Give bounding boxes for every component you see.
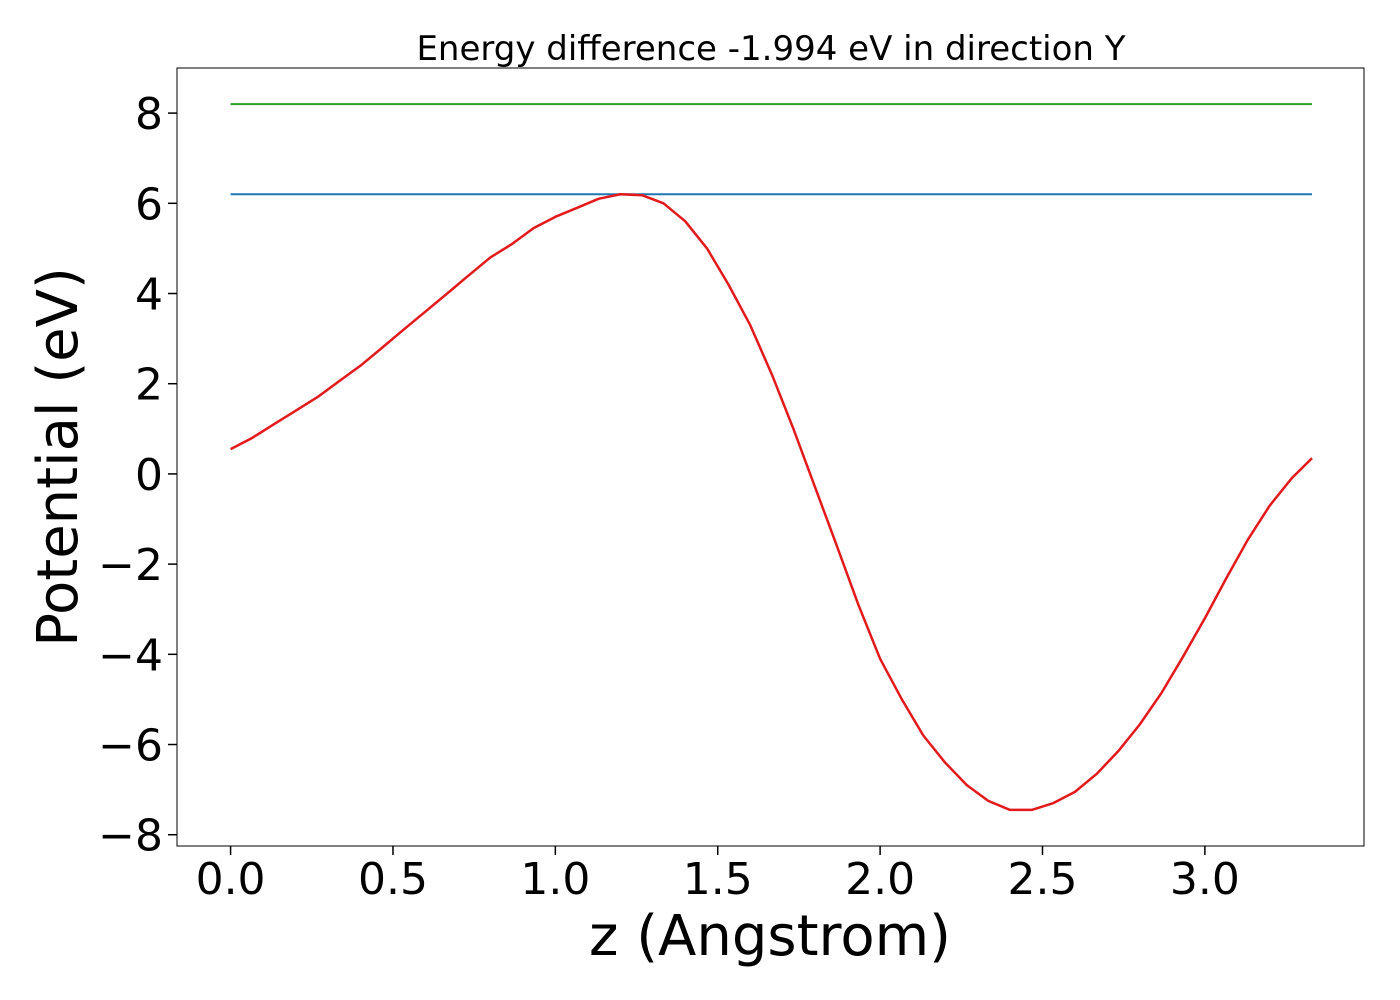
y-tick-label: −8 [98, 811, 163, 862]
y-tick-label: 8 [135, 89, 163, 140]
x-tick-label: 2.0 [845, 854, 915, 905]
chart-title: Energy difference -1.994 eV in direction… [416, 29, 1125, 69]
x-tick-label: 0.0 [196, 854, 266, 905]
y-tick-label: −4 [98, 630, 163, 681]
y-tick-label: −6 [98, 721, 163, 772]
y-tick-label: −2 [98, 540, 163, 591]
y-tick-label: 6 [135, 179, 163, 230]
plot-area [176, 67, 1365, 847]
y-axis-label: Potential (eV) [26, 267, 91, 647]
x-tick-label: 3.0 [1170, 854, 1240, 905]
series-layer [230, 103, 1313, 812]
x-axis-label: z (Angstrom) [589, 904, 951, 969]
x-tick-label: 1.0 [520, 854, 590, 905]
y-tick-label: 4 [135, 270, 163, 321]
x-tick-label: 1.5 [683, 854, 753, 905]
x-tick-label: 0.5 [358, 854, 428, 905]
potential-curve-line [230, 193, 1313, 812]
y-tick-label: 2 [135, 360, 163, 411]
y-tick-label: 0 [135, 450, 163, 501]
x-axis-ticks: 0.0 0.5 1.0 1.5 2.0 2.5 3.0 [196, 846, 1240, 905]
x-tick-label: 2.5 [1007, 854, 1077, 905]
y-axis-ticks: −8 −6 −4 −2 0 2 4 6 8 [98, 89, 177, 862]
